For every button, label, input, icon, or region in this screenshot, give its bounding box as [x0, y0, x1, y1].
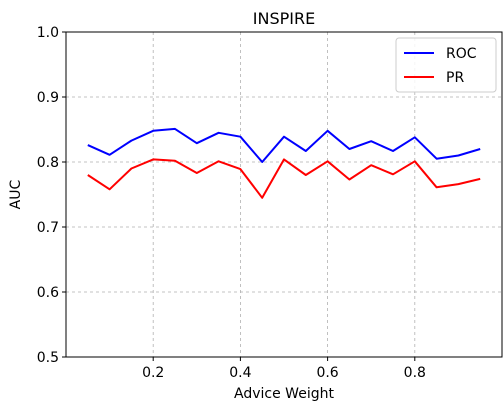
y-tick-label: 0.5	[37, 350, 59, 366]
chart-title: INSPIRE	[253, 9, 315, 28]
legend-label-pr: PR	[446, 70, 464, 86]
x-tick-label: 0.8	[404, 365, 426, 381]
x-tick-label: 0.4	[229, 365, 251, 381]
plot-frame	[65, 31, 503, 358]
y-tick-label: 0.9	[37, 90, 59, 106]
x-tick-label: 0.2	[142, 365, 164, 381]
series-line-pr	[87, 158, 481, 199]
y-tick-label: 1.0	[37, 25, 59, 41]
y-tick-label: 0.6	[37, 285, 59, 301]
x-tick-label: 0.6	[316, 365, 338, 381]
legend: ROC PR	[395, 37, 497, 93]
series-lines	[87, 127, 481, 199]
axis-ticks: 0.2 0.4 0.6 0.8 0.5 0.6 0.7 0.8 0.9 1.0	[37, 25, 426, 381]
legend-box	[395, 37, 497, 93]
x-axis-title: Advice Weight	[234, 386, 334, 402]
legend-label-roc: ROC	[446, 46, 477, 62]
series-line-roc	[87, 127, 481, 163]
y-tick-label: 0.7	[37, 220, 59, 236]
y-tick-label: 0.8	[37, 155, 59, 171]
y-axis-title: AUC	[8, 179, 24, 209]
